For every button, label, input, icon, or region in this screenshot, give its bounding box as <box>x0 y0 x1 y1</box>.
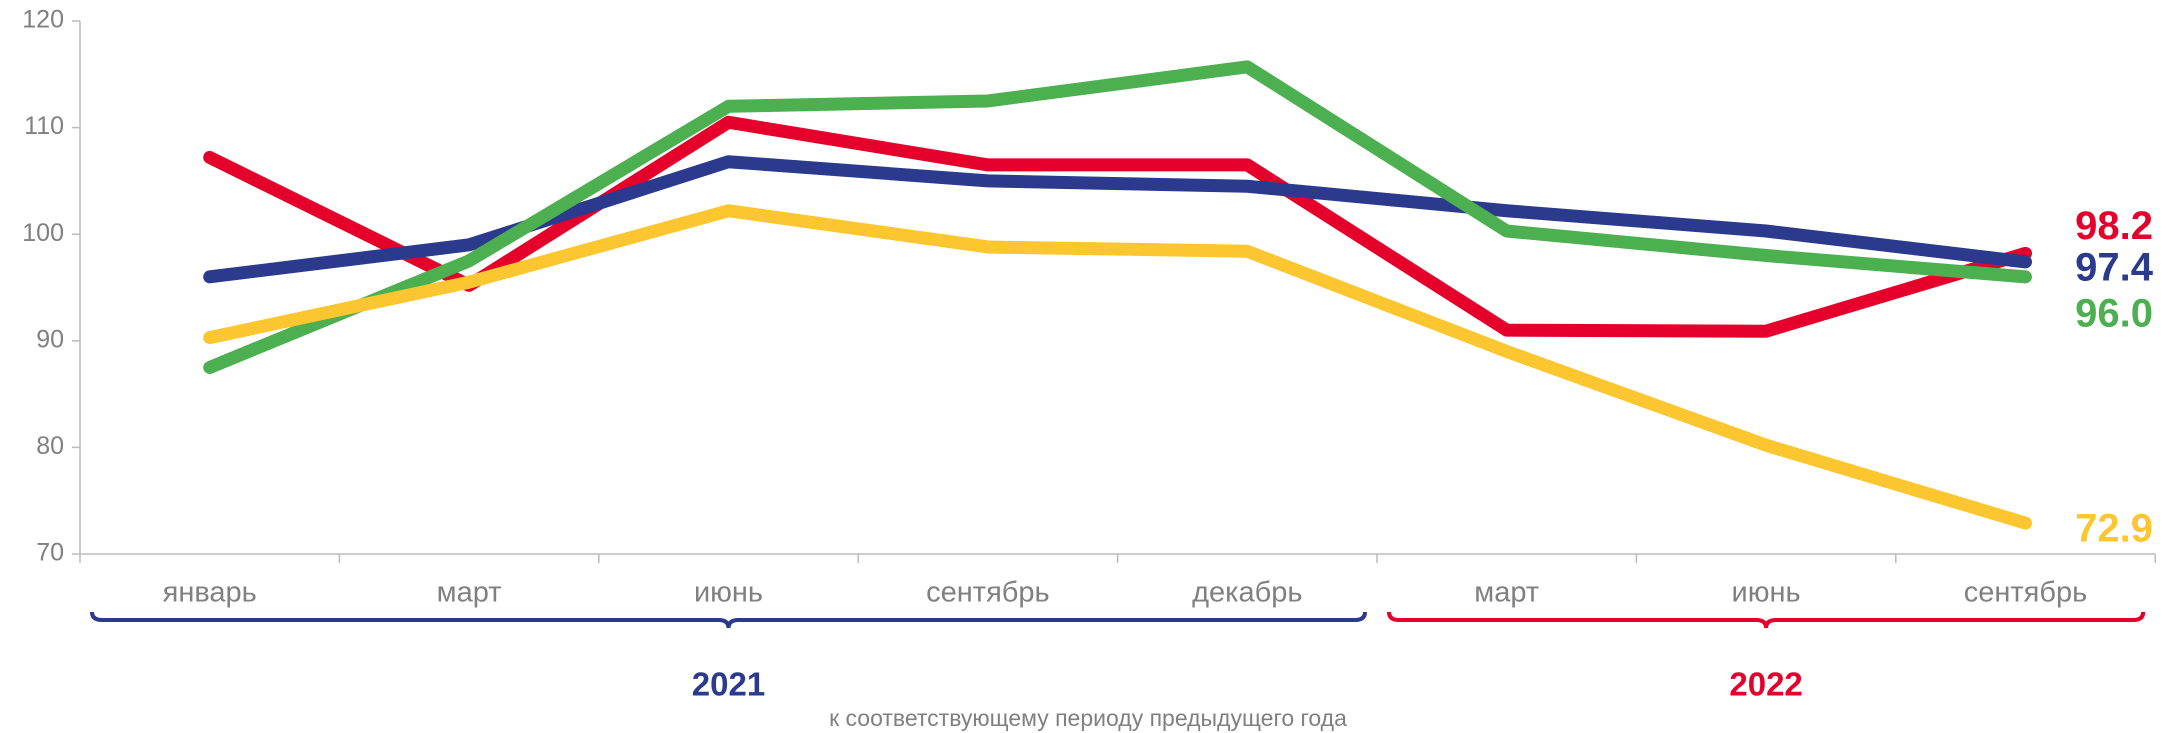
footnote: к соответствующему периоду предыдущего г… <box>829 705 1347 731</box>
group-brace <box>1387 611 2146 629</box>
x-tick-label: март <box>437 577 502 609</box>
y-tick-label: 90 <box>36 325 64 353</box>
value-label: 98.2 <box>2075 204 2153 248</box>
group-label: 2021 <box>692 666 765 703</box>
group-brace <box>90 611 1367 629</box>
y-tick-label: 80 <box>36 432 64 460</box>
value-label: 72.9 <box>2075 507 2153 551</box>
y-tick-label: 120 <box>22 6 64 34</box>
series-line <box>203 204 2032 530</box>
y-tick-label: 100 <box>22 219 64 247</box>
x-tick-label: март <box>1474 577 1539 609</box>
group-label: 2022 <box>1729 666 1802 703</box>
x-tick-label: сентябрь <box>926 577 1049 609</box>
y-tick-label: 110 <box>24 112 64 140</box>
value-label: 97.4 <box>2075 245 2154 289</box>
x-tick-label: январь <box>163 577 257 609</box>
x-tick-label: декабрь <box>1192 577 1302 609</box>
y-tick-label: 70 <box>36 539 64 567</box>
x-tick-label: июнь <box>694 577 763 609</box>
series-line <box>203 115 2032 338</box>
x-tick-label: сентябрь <box>1964 577 2087 609</box>
series-line <box>203 60 2032 374</box>
x-tick-label: июнь <box>1732 577 1801 609</box>
value-label: 96.0 <box>2075 291 2153 335</box>
